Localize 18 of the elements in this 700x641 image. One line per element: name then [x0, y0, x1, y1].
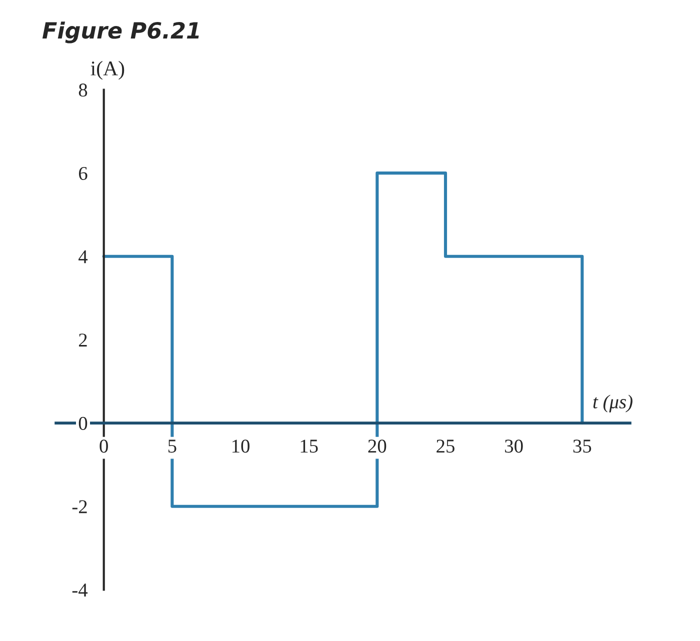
x-tick-label: 30 [505, 440, 523, 453]
x-tick-label: 35 [573, 440, 592, 453]
x-tick-label: 20 [368, 440, 386, 453]
chart-title: Figure P6.21 [42, 22, 199, 44]
y-axis-title: i(A) [90, 60, 124, 80]
y-tick-label: 0 [78, 416, 88, 430]
x-axis-title: t (μs) [593, 394, 632, 412]
x-tick-label: 10 [232, 440, 250, 453]
y-tick-label: 4 [78, 250, 88, 264]
x-tick-label: 0 [100, 440, 108, 453]
y-tick-label: 6 [78, 166, 88, 180]
x-tick-label: 25 [436, 440, 454, 453]
y-tick-label: 2 [78, 334, 87, 346]
y-tick-label: -4 [72, 584, 88, 596]
x-tick-label: 5 [168, 440, 176, 453]
y-tick-label: 8 [78, 84, 88, 97]
y-tick-label: -2 [72, 500, 87, 514]
x-tick-label: 15 [300, 440, 318, 453]
